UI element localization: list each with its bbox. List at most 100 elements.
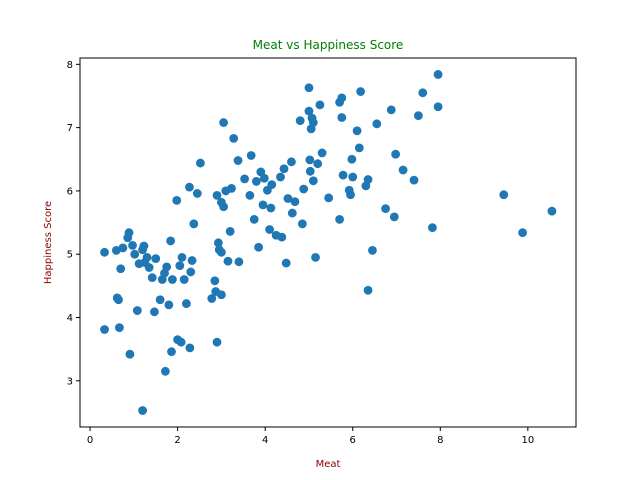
scatter-point bbox=[125, 349, 135, 359]
scatter-point bbox=[189, 219, 199, 229]
scatter-point bbox=[258, 200, 268, 210]
scatter-point bbox=[297, 219, 307, 229]
scatter-point bbox=[100, 247, 109, 257]
scatter-point bbox=[246, 151, 256, 160]
scatter-point bbox=[308, 118, 318, 127]
y-tick-label: 7 bbox=[67, 123, 73, 134]
scatter-point bbox=[100, 325, 109, 334]
scatter-point bbox=[167, 275, 177, 284]
scatter-point bbox=[433, 70, 443, 79]
scatter-point bbox=[305, 166, 315, 176]
scatter-point bbox=[287, 157, 296, 167]
scatter-point bbox=[225, 227, 235, 236]
scatter-point bbox=[346, 190, 355, 200]
scatter-point bbox=[212, 337, 222, 347]
scatter-point bbox=[252, 177, 261, 186]
scatter-point bbox=[177, 252, 187, 262]
scatter-point bbox=[179, 275, 189, 284]
scatter-point bbox=[114, 295, 123, 305]
scatter-point bbox=[356, 87, 366, 96]
scatter-point bbox=[164, 300, 174, 310]
scatter-point bbox=[315, 100, 325, 110]
scatter-point bbox=[279, 164, 289, 174]
scatter-point bbox=[147, 273, 157, 283]
x-tick-label: 0 bbox=[87, 435, 93, 446]
scatter-point bbox=[234, 257, 244, 267]
scatter-point bbox=[499, 190, 509, 200]
scatter-point bbox=[317, 148, 327, 158]
scatter-point bbox=[414, 111, 423, 120]
y-tick-label: 5 bbox=[67, 250, 73, 261]
y-tick-label: 3 bbox=[67, 376, 73, 387]
scatter-point bbox=[276, 172, 285, 182]
scatter-point bbox=[162, 262, 172, 272]
scatter-point bbox=[249, 215, 259, 224]
x-tick-label: 6 bbox=[350, 435, 356, 446]
scatter-point bbox=[116, 264, 126, 274]
scatter-point bbox=[304, 106, 314, 116]
scatter-point bbox=[259, 173, 269, 183]
scatter-point bbox=[223, 256, 233, 266]
scatter-point bbox=[130, 249, 140, 259]
scatter-point bbox=[287, 208, 297, 218]
x-tick-label: 8 bbox=[437, 435, 443, 446]
scatter-point bbox=[151, 254, 161, 264]
scatter-point bbox=[363, 175, 373, 184]
scatter-point bbox=[212, 190, 222, 200]
y-tick-label: 4 bbox=[67, 313, 73, 324]
scatter-point bbox=[347, 154, 357, 164]
scatter-point bbox=[335, 215, 344, 224]
scatter-point bbox=[266, 203, 276, 213]
scatter-point bbox=[409, 175, 419, 185]
y-axis-label: Happiness Score bbox=[43, 201, 54, 284]
scatter-point bbox=[172, 196, 182, 205]
scatter-point bbox=[313, 159, 323, 169]
scatter-point bbox=[229, 133, 239, 143]
scatter-point bbox=[277, 232, 287, 242]
scatter-point bbox=[389, 212, 399, 222]
scatter-point bbox=[245, 190, 255, 200]
scatter-point bbox=[240, 174, 250, 184]
scatter-point bbox=[150, 307, 159, 317]
scatter-point bbox=[290, 197, 300, 207]
scatter-point bbox=[337, 93, 347, 103]
scatter-point bbox=[324, 193, 334, 203]
scatter-point bbox=[308, 176, 318, 186]
scatter-point bbox=[547, 206, 557, 216]
scatter-point bbox=[381, 204, 390, 214]
scatter-point bbox=[267, 180, 277, 189]
scatter-point bbox=[176, 337, 186, 347]
scatter-point bbox=[391, 149, 401, 159]
scatter-point bbox=[354, 143, 364, 153]
scatter-point bbox=[311, 252, 320, 262]
axis-ticks: 0 2 4 6 8 10 3 4 5 6 7 8 bbox=[67, 60, 535, 446]
scatter-point bbox=[175, 261, 185, 270]
scatter-point bbox=[219, 202, 228, 212]
scatter-point bbox=[187, 256, 197, 265]
y-tick-label: 8 bbox=[67, 60, 73, 71]
scatter-point bbox=[305, 155, 315, 165]
scatter-point bbox=[433, 102, 443, 112]
scatter-point bbox=[372, 119, 382, 129]
scatter-point bbox=[167, 347, 176, 357]
scatter-point bbox=[265, 225, 274, 234]
scatter-point bbox=[299, 184, 309, 194]
scatter-point bbox=[210, 276, 220, 286]
scatter-point bbox=[207, 294, 217, 303]
chart-title: Meat vs Happiness Score bbox=[253, 38, 404, 52]
scatter-point bbox=[254, 242, 264, 252]
scatter-point bbox=[138, 406, 148, 415]
x-tick-label: 10 bbox=[521, 435, 534, 446]
scatter-point bbox=[295, 116, 305, 126]
scatter-point bbox=[132, 306, 142, 315]
scatter-point bbox=[398, 165, 408, 175]
scatter-point bbox=[352, 126, 362, 136]
scatter-point bbox=[185, 343, 195, 353]
y-tick-label: 6 bbox=[67, 186, 73, 197]
scatter-point bbox=[160, 366, 170, 376]
x-tick-label: 4 bbox=[262, 435, 268, 446]
scatter-point bbox=[227, 183, 236, 193]
scatter-point bbox=[118, 243, 128, 253]
